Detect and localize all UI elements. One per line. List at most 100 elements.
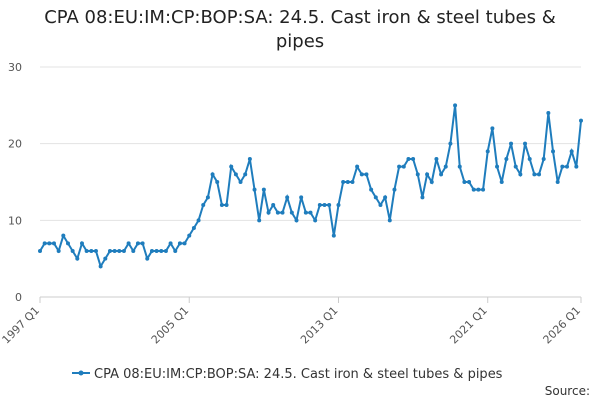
point	[252, 187, 257, 192]
point	[527, 157, 532, 161]
point	[331, 233, 336, 238]
point	[238, 180, 243, 184]
point	[397, 164, 402, 169]
point	[341, 180, 346, 184]
point	[327, 203, 332, 207]
point	[574, 164, 579, 169]
point	[47, 241, 52, 246]
point	[373, 195, 378, 200]
legend-label: CPA 08:EU:IM:CP:BOP:SA: 24.5. Cast iron …	[94, 367, 503, 382]
point	[149, 249, 154, 253]
point	[313, 218, 318, 223]
point	[490, 126, 495, 131]
point	[350, 180, 355, 184]
point	[103, 256, 108, 261]
point	[513, 164, 518, 169]
point	[243, 172, 248, 177]
point	[378, 203, 383, 207]
point	[322, 203, 327, 207]
point	[406, 157, 411, 161]
y-tick-label: 30	[8, 61, 22, 74]
point	[261, 187, 266, 192]
point	[84, 249, 89, 253]
point	[541, 157, 546, 161]
y-tick-label: 10	[8, 214, 22, 227]
point	[131, 249, 136, 253]
point	[434, 157, 439, 161]
point	[504, 157, 509, 161]
point	[173, 249, 178, 253]
point	[537, 172, 542, 177]
point	[560, 164, 565, 169]
point	[280, 210, 285, 215]
point	[345, 180, 350, 184]
y-tick-label: 0	[15, 291, 22, 304]
x-tick-label: 2005 Q1	[149, 304, 192, 347]
point	[61, 233, 66, 238]
point	[569, 149, 574, 154]
x-tick-label: 1997 Q1	[0, 304, 42, 347]
point	[219, 203, 224, 207]
point	[383, 195, 388, 200]
x-tick-label: 2021 Q1	[447, 304, 490, 347]
point	[499, 180, 504, 184]
point	[401, 164, 406, 169]
point	[392, 187, 397, 192]
source: Source:	[545, 384, 590, 398]
point	[509, 141, 514, 146]
point	[42, 241, 47, 246]
point	[485, 149, 490, 154]
point	[117, 249, 122, 253]
point	[224, 203, 229, 207]
point	[51, 241, 56, 246]
point	[411, 157, 416, 161]
point	[126, 241, 131, 246]
point	[168, 241, 173, 246]
point	[107, 249, 112, 253]
point	[364, 172, 369, 177]
point	[56, 249, 61, 253]
point	[471, 187, 476, 192]
point	[355, 164, 360, 169]
point	[38, 249, 42, 253]
point	[523, 141, 528, 146]
point	[271, 203, 276, 207]
point	[453, 103, 458, 108]
point	[121, 249, 126, 253]
point	[75, 256, 80, 261]
point	[215, 180, 220, 184]
point	[275, 210, 280, 215]
point	[98, 264, 103, 269]
point	[210, 172, 215, 177]
point	[163, 249, 168, 253]
point	[70, 249, 75, 253]
point	[294, 218, 299, 223]
point	[518, 172, 523, 177]
point	[187, 233, 192, 238]
point	[145, 256, 150, 261]
chart-title: CPA 08:EU:IM:CP:BOP:SA: 24.5. Cast iron …	[44, 7, 556, 52]
point	[387, 218, 392, 223]
point	[467, 180, 472, 184]
point	[205, 195, 210, 200]
legend-marker	[78, 370, 84, 376]
point	[551, 149, 556, 154]
point	[79, 241, 84, 246]
point	[177, 241, 182, 246]
y-tick-label: 20	[8, 138, 22, 151]
point	[229, 164, 234, 169]
point	[89, 249, 94, 253]
point	[159, 249, 164, 253]
point	[303, 210, 308, 215]
point	[191, 226, 196, 230]
point	[425, 172, 430, 177]
point	[308, 210, 313, 215]
point	[457, 164, 462, 169]
point	[154, 249, 159, 253]
point	[565, 164, 570, 169]
point	[317, 203, 322, 207]
point	[299, 195, 304, 200]
point	[462, 180, 467, 184]
